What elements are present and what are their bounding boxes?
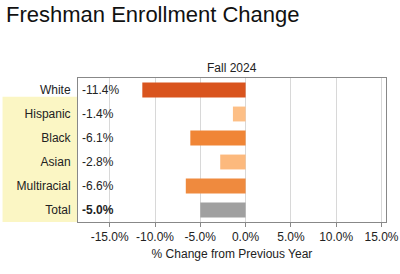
svg-text:Hispanic: Hispanic [25, 107, 71, 121]
svg-text:0.0%: 0.0% [232, 230, 260, 244]
svg-text:-6.6%: -6.6% [82, 179, 114, 193]
svg-text:-2.8%: -2.8% [82, 155, 114, 169]
svg-text:Asian: Asian [41, 155, 71, 169]
svg-text:Total: Total [45, 203, 70, 217]
svg-text:-10.0%: -10.0% [136, 230, 174, 244]
svg-text:-11.4%: -11.4% [82, 83, 119, 97]
svg-text:-5.0%: -5.0% [82, 203, 114, 217]
svg-text:Black: Black [41, 131, 71, 145]
svg-text:15.0%: 15.0% [364, 230, 398, 244]
svg-text:10.0%: 10.0% [319, 230, 353, 244]
svg-text:Fall 2024: Fall 2024 [207, 61, 257, 75]
svg-text:Freshman Enrollment Change: Freshman Enrollment Change [6, 2, 299, 27]
svg-text:White: White [40, 83, 71, 97]
svg-text:-5.0%: -5.0% [185, 230, 217, 244]
svg-text:Multiracial: Multiracial [17, 179, 71, 193]
svg-text:-1.4%: -1.4% [82, 107, 114, 121]
svg-text:-6.1%: -6.1% [82, 131, 114, 145]
svg-text:-15.0%: -15.0% [91, 230, 129, 244]
svg-text:5.0%: 5.0% [277, 230, 305, 244]
svg-text:% Change from Previous Year: % Change from Previous Year [152, 247, 313, 261]
